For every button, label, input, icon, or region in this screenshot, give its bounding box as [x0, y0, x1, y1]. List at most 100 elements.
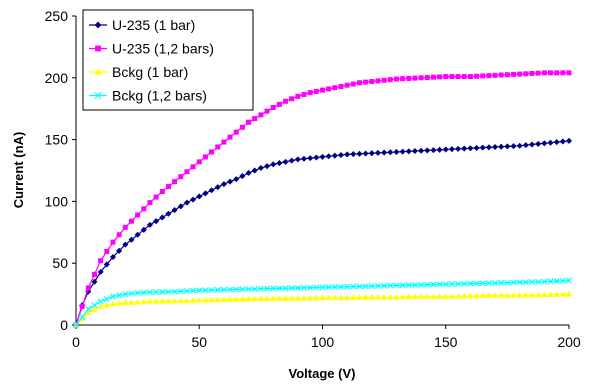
series-2-point [245, 295, 252, 302]
series-2-point [146, 298, 154, 304]
series-1-point [172, 179, 178, 185]
series-3-point [547, 278, 554, 285]
series-3-point [233, 286, 240, 293]
series-0-point [202, 190, 209, 197]
series-2-point [109, 300, 117, 307]
series-0-point [362, 150, 369, 157]
x-tick-label: 0 [72, 334, 80, 350]
series-1-point [418, 75, 424, 81]
legend-swatch-marker-1 [95, 45, 101, 52]
series-1-point [381, 77, 387, 83]
series-0-point [288, 157, 295, 164]
series-0-point [350, 151, 357, 158]
series-2-point [276, 295, 283, 301]
series-3-point [485, 280, 492, 287]
series-0-point [553, 139, 560, 146]
series-2-point [424, 293, 431, 299]
series-1-point [79, 303, 85, 309]
series-1-point [122, 224, 128, 230]
series-1-point [104, 248, 110, 254]
series-3-point [214, 286, 221, 293]
series-2-point [270, 295, 277, 301]
series-2-point [159, 297, 166, 304]
series-0-point [399, 148, 406, 155]
series-0-point [473, 144, 480, 151]
series-3-point [165, 288, 172, 295]
series-2-point [214, 296, 221, 303]
series-3-point [553, 278, 560, 285]
series-2-point [97, 303, 104, 309]
series-2-point [485, 292, 492, 298]
series-2-point [300, 295, 308, 301]
series-1-point [424, 74, 430, 80]
series-0-point [300, 155, 308, 162]
x-tick-label: 200 [557, 334, 581, 350]
series-3-point [134, 289, 141, 296]
series-2-point [454, 293, 462, 299]
series-2-point [467, 292, 474, 299]
series-2-point [196, 297, 203, 303]
series-3-point [116, 292, 123, 299]
legend-label-3: Bckg (1,2 bars) [112, 88, 207, 104]
series-2-point [128, 299, 135, 305]
series-0-point [103, 261, 110, 268]
series-1-point [387, 77, 393, 83]
series-1-point [190, 164, 196, 170]
series-1-point [554, 70, 560, 76]
series-2-point [387, 293, 394, 300]
series-2-point [516, 292, 523, 298]
series-3-point [374, 282, 381, 289]
series-3-point [159, 288, 166, 295]
series-3-point [337, 283, 345, 290]
y-tick-label: 0 [60, 317, 68, 333]
series-0-point [208, 187, 215, 194]
series-3-point [411, 281, 418, 289]
series-1-point [159, 189, 165, 195]
series-1-point [283, 98, 289, 104]
series-0-point [492, 143, 499, 151]
series-0-point [294, 156, 301, 163]
series-0-point [405, 148, 412, 155]
series-2-point [344, 294, 351, 301]
series-3-point [442, 281, 449, 288]
series-0-point [313, 154, 320, 161]
series-0-point [387, 149, 394, 156]
series-3-point [183, 287, 190, 295]
series-3-point [313, 284, 320, 291]
series-0-point [374, 149, 381, 156]
series-3-point [146, 289, 153, 296]
series-3-point [522, 279, 529, 286]
legend-swatch-marker-2 [94, 68, 102, 75]
series-3-point [344, 283, 351, 290]
series-2-point [522, 291, 529, 298]
series-2-point [171, 297, 178, 304]
series-0-point [233, 176, 240, 183]
series-2-point [565, 290, 573, 297]
series-3-point [270, 285, 277, 292]
series-3-point [288, 285, 295, 292]
series-0-point [337, 152, 345, 159]
series-1-point [289, 96, 295, 102]
series-1-point [221, 139, 227, 145]
series-0-point [331, 152, 338, 159]
y-tick-label: 250 [45, 8, 69, 24]
series-0-point [282, 158, 289, 165]
series-1-point [270, 104, 276, 110]
series-3-point [461, 280, 468, 287]
series-3-point [399, 282, 406, 289]
series-0-point [128, 236, 135, 243]
series-0-point [448, 146, 455, 153]
series-1-point [246, 119, 252, 125]
series-3-point [541, 278, 548, 285]
y-tick-label: 100 [45, 193, 69, 209]
series-3-point [196, 287, 203, 294]
series-1-point [474, 73, 480, 79]
series-2-point [374, 293, 382, 300]
series-0-point [411, 148, 418, 155]
series-1-point [184, 169, 190, 175]
series-0-point [430, 147, 437, 154]
legend-swatch-marker-3 [94, 92, 102, 99]
y-tick-label: 200 [45, 70, 69, 86]
series-2-point [337, 294, 345, 301]
series-1-point [178, 174, 184, 180]
